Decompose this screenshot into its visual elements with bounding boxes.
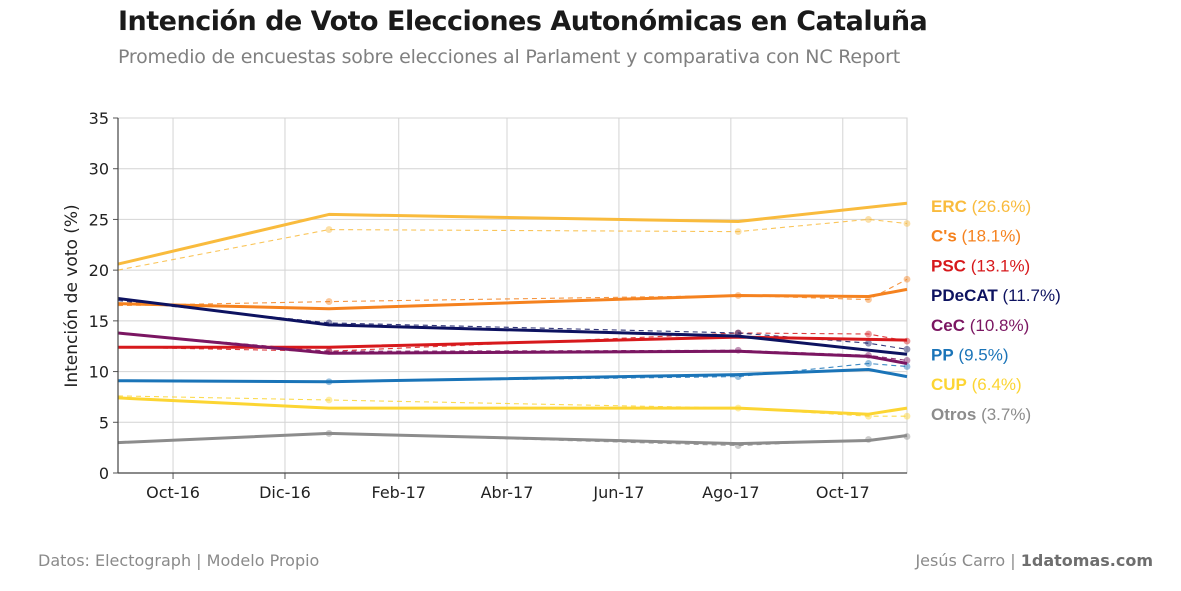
y-tick-label: 30	[89, 160, 109, 179]
y-tick-label: 35	[89, 109, 109, 128]
y-tick-label: 10	[89, 363, 109, 382]
legend-entry-erc: ERC (26.6%)	[931, 197, 1031, 216]
legend-value-otros: (3.7%)	[976, 405, 1031, 424]
nc-report-point-pp	[903, 363, 911, 370]
source-note: Datos: Electograph | Modelo Propio	[38, 551, 320, 570]
chart-subtitle: Promedio de encuestas sobre elecciones a…	[118, 46, 901, 68]
legend-entry-otros: Otros (3.7%)	[931, 405, 1031, 424]
y-tick-label: 5	[99, 413, 109, 432]
nc-report-point-erc	[903, 220, 911, 227]
nc-report-point-pdecat	[903, 345, 911, 353]
average-line-pdecat	[117, 297, 908, 356]
nc-report-point-erc	[325, 226, 333, 233]
x-tick-label: Oct-17	[816, 483, 870, 502]
legend-name-psc: PSC	[931, 256, 966, 275]
legend-name-pp: PP	[931, 346, 954, 365]
x-tick-label: Ago-17	[702, 483, 759, 502]
legend-entry-pp: PP (9.5%)	[931, 346, 1008, 365]
nc-report-point-psc	[865, 330, 872, 338]
legend-name-cec: CeC	[931, 316, 965, 335]
legend-name-erc: ERC	[931, 197, 967, 216]
nc-report-point-cs	[325, 298, 333, 305]
y-axis-label: Intención de voto (%)	[62, 204, 82, 387]
x-tick-label: Oct-16	[146, 483, 200, 502]
average-line-psc	[118, 335, 908, 349]
legend-value-erc: (26.6%)	[967, 197, 1031, 216]
average-line-erc	[117, 201, 908, 266]
average-line-cup	[117, 396, 908, 416]
legend-name-cup: CUP	[931, 375, 967, 394]
legend-entry-psc: PSC (13.1%)	[931, 256, 1030, 275]
legend-value-cs: (18.1%)	[957, 227, 1021, 246]
average-line-cec	[117, 331, 908, 365]
average-line-cs	[117, 287, 908, 311]
nc-report-point-pdecat	[865, 339, 872, 347]
chart-title: Intención de Voto Elecciones Autonómicas…	[118, 6, 928, 37]
legend-value-cec: (10.8%)	[965, 316, 1029, 335]
x-tick-label: Abr-17	[481, 483, 534, 502]
nc-report-line-cup	[117, 395, 907, 417]
nc-report-point-pp	[865, 360, 872, 367]
legend-entry-pdecat: PDeCAT (11.7%)	[931, 286, 1061, 305]
legend-value-pp: (9.5%)	[954, 346, 1009, 365]
legend-value-cup: (6.4%)	[967, 375, 1022, 394]
legend-entry-cs: C's (18.1%)	[931, 227, 1021, 246]
nc-report-line-pdecat	[117, 300, 908, 350]
nc-report-point-cs	[903, 275, 911, 283]
nc-report-line-erc	[117, 218, 908, 271]
nc-report-point-cup	[903, 412, 911, 420]
x-tick-label: Jun-17	[592, 483, 644, 502]
site-name: 1datomas.com	[1020, 551, 1153, 570]
author-name: Jesús Carro |	[915, 551, 1021, 570]
y-tick-label: 0	[99, 464, 109, 483]
nc-report-point-erc	[865, 216, 872, 223]
nc-report-point-erc	[734, 228, 742, 236]
x-tick-label: Dic-16	[259, 483, 311, 502]
nc-report-point-cup	[325, 396, 333, 404]
y-tick-label: 15	[89, 312, 109, 331]
legend-name-pdecat: PDeCAT	[931, 286, 998, 305]
legend-entry-cec: CeC (10.8%)	[931, 316, 1029, 335]
legend-value-pdecat: (11.7%)	[998, 286, 1061, 305]
average-line-otros	[117, 431, 908, 446]
legend-value-psc: (13.1%)	[966, 256, 1030, 275]
legend-name-otros: Otros	[931, 405, 976, 424]
author-credit: Jesús Carro | 1datomas.com	[915, 551, 1153, 570]
y-tick-label: 25	[89, 210, 109, 229]
y-tick-label: 20	[89, 261, 109, 280]
x-tick-label: Feb-17	[372, 483, 426, 502]
legend-name-cs: C's	[931, 227, 957, 246]
legend-entry-cup: CUP (6.4%)	[931, 375, 1022, 394]
average-line-pp	[117, 368, 908, 384]
